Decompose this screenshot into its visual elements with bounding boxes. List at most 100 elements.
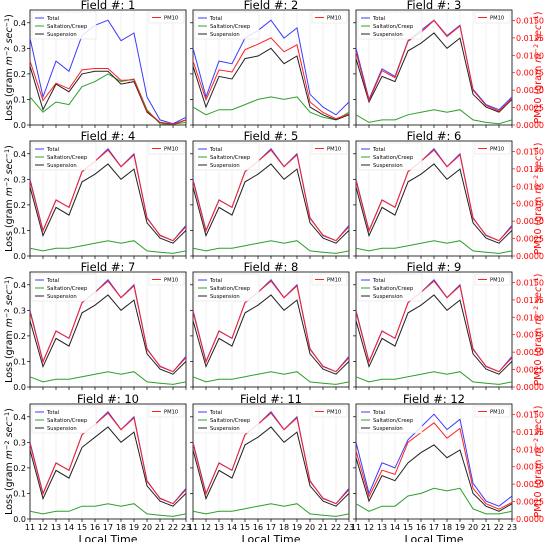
- legend-label: Saltation/Creep: [47, 155, 88, 161]
- x-tick-label: 23: [181, 523, 191, 532]
- series-pm10: [29, 149, 187, 242]
- subplot-6: Field #: 6 Total Saltation/Creep Suspension…: [353, 129, 544, 261]
- subplot-title: Field #: 4: [81, 129, 136, 143]
- legend-box: [311, 405, 348, 418]
- series-pm10: [355, 280, 513, 373]
- y-tick-label: 0.2: [13, 332, 26, 341]
- subplot-title: Field #: 10: [77, 392, 139, 406]
- series-suspension: [192, 163, 350, 244]
- x-axis-label: Local Time: [405, 533, 464, 542]
- series-saltation-creep: [29, 503, 187, 517]
- x-axis-label: Local Time: [79, 533, 138, 542]
- y2-tick-label: 0.0150: [516, 16, 544, 25]
- subplot-8: Field #: 8 Total Saltation/Creep Suspension…: [190, 260, 350, 390]
- y-tick-label: 0.2: [13, 201, 26, 210]
- legend-label: Saltation/Creep: [47, 286, 88, 292]
- legend-box: [311, 273, 348, 286]
- x-tick-label: 21: [318, 523, 328, 532]
- legend-label: Saltation/Creep: [373, 24, 414, 30]
- y-tick-label: 0.4: [13, 19, 26, 28]
- y-tick-label: 0.4: [13, 281, 26, 290]
- x-tick-label: 17: [266, 523, 276, 532]
- y2-axis-label: PM10 (gram m−2 sec−1): [532, 406, 544, 518]
- x-tick-label: 22: [331, 523, 341, 532]
- series-saltation-creep: [29, 240, 187, 254]
- legend-left: Total Saltation/Creep Suspension: [31, 273, 97, 302]
- y-tick-label: 0.1: [13, 357, 26, 366]
- x-axis-label: Local Time: [242, 533, 301, 542]
- subplot-title: Field #: 11: [240, 392, 302, 406]
- legend-label: Saltation/Creep: [210, 418, 251, 424]
- legend-label: Suspension: [47, 163, 77, 169]
- subplot-title: Field #: 6: [407, 129, 462, 143]
- subplot-title: Field #: 12: [403, 392, 465, 406]
- x-tick-label: 11: [188, 523, 198, 532]
- subplot-title: Field #: 8: [244, 260, 299, 274]
- subplot-title: Field #: 2: [244, 0, 299, 12]
- y2-tick-label: 0.0125: [516, 428, 544, 437]
- y-tick-label: 0.0: [13, 515, 26, 524]
- legend-label: Saltation/Creep: [373, 418, 414, 424]
- series-suspension: [29, 426, 187, 507]
- x-tick-label: 15: [240, 523, 250, 532]
- legend-label: Total: [209, 16, 222, 22]
- y-tick-label: 0.0: [13, 252, 26, 261]
- legend-box: [311, 142, 348, 155]
- series-pm10: [355, 422, 513, 510]
- legend-box: [148, 405, 185, 418]
- y2-tick-label: 0.0150: [516, 278, 544, 287]
- y-tick-label: 0.3: [13, 438, 26, 447]
- legend-label: Saltation/Creep: [210, 286, 251, 292]
- legend-label: Suspension: [210, 426, 240, 432]
- legend-right: PM10: [474, 142, 511, 155]
- y-axis-label: Loss (gram m−2 sec−1): [3, 145, 15, 252]
- legend-label: PM10: [327, 410, 341, 416]
- legend-right: PM10: [311, 11, 348, 24]
- y2-tick-label: 0.0050: [516, 86, 544, 95]
- x-tick-label: 19: [292, 523, 302, 532]
- legend-box: [474, 405, 511, 418]
- subplot-10: Field #: 10 Total Saltation/Creep Suspensio…: [3, 392, 191, 542]
- subplot-4: Field #: 4 Total Saltation/Creep Suspension…: [3, 129, 187, 261]
- subplot-title: Field #: 9: [407, 260, 462, 274]
- y-tick-label: 0.4: [13, 150, 26, 159]
- x-tick-label: 18: [442, 523, 452, 532]
- subplot-title: Field #: 1: [81, 0, 136, 12]
- y2-tick-label: 0.0100: [516, 313, 544, 322]
- y-tick-label: 0.2: [13, 70, 26, 79]
- legend-left: Total Saltation/Creep Suspension: [357, 142, 423, 171]
- series-saltation-creep: [192, 96, 350, 121]
- series-pm10: [355, 19, 513, 112]
- legend-label: PM10: [164, 410, 178, 416]
- y-axis-label: Loss (gram m−2 sec−1): [3, 408, 15, 515]
- x-tick-label: 22: [494, 523, 504, 532]
- x-tick-label: 19: [455, 523, 465, 532]
- series-suspension: [192, 294, 350, 375]
- legend-left: Total Saltation/Creep Suspension: [194, 142, 260, 171]
- legend-left: Total Saltation/Creep Suspension: [194, 405, 260, 434]
- x-tick-label: 12: [364, 523, 374, 532]
- y-tick-label: 0.4: [13, 413, 26, 422]
- legend-label: Suspension: [373, 294, 403, 300]
- series-pm10: [192, 37, 350, 120]
- y2-axis-label: PM10 (gram m−2 sec−1): [532, 274, 544, 386]
- legend-box: [148, 142, 185, 155]
- series-saltation-creep: [29, 371, 187, 385]
- series-pm10: [355, 149, 513, 242]
- series-pm10: [192, 280, 350, 373]
- series-total: [192, 19, 350, 116]
- legend-left: Total Saltation/Creep Suspension: [357, 11, 423, 40]
- y2-tick-label: 0.0050: [516, 480, 544, 489]
- y2-tick-label: 0.0075: [516, 463, 544, 472]
- subplot-title: Field #: 3: [407, 0, 462, 12]
- legend-label: Total: [209, 147, 222, 153]
- subplot-9: Field #: 9 Total Saltation/Creep Suspension…: [353, 260, 544, 392]
- legend-label: PM10: [490, 278, 504, 284]
- y2-tick-label: 0.0050: [516, 348, 544, 357]
- y2-tick-label: 0.0150: [516, 410, 544, 419]
- legend-label: Suspension: [210, 294, 240, 300]
- series-saltation-creep: [355, 487, 513, 515]
- legend-label: Saltation/Creep: [47, 418, 88, 424]
- legend-box: [474, 11, 511, 24]
